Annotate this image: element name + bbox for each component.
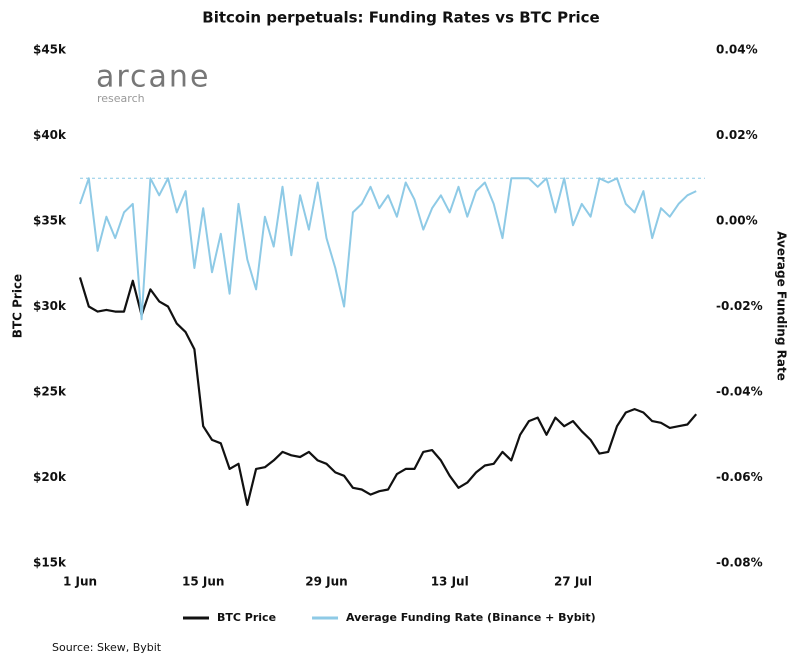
y-tick-label: $15k [33, 556, 67, 570]
legend-label: BTC Price [217, 611, 276, 624]
series-line [79, 177, 697, 321]
y-tick-label: $20k [33, 470, 67, 484]
y-tick-label: $25k [33, 385, 67, 399]
chart-title: Bitcoin perpetuals: Funding Rates vs BTC… [202, 9, 599, 27]
y2-tick-label: 0.04% [716, 43, 758, 57]
logo-tagline: research [97, 92, 145, 105]
y2-tick-label: -0.02% [716, 299, 763, 313]
legend-label: Average Funding Rate (Binance + Bybit) [346, 611, 596, 624]
logo-name: arcane [96, 60, 210, 95]
y-tick-label: $40k [33, 128, 67, 142]
y-tick-label: $30k [33, 299, 67, 313]
x-tick-label: 15 Jun [182, 575, 224, 589]
y-tick-label: $45k [33, 43, 67, 57]
y-axis-label: BTC Price [11, 274, 25, 338]
y2-tick-label: -0.08% [716, 556, 763, 570]
y-tick-label: $35k [33, 214, 67, 228]
x-tick-label: 1 Jun [63, 575, 97, 589]
x-tick-label: 29 Jun [305, 575, 347, 589]
y2-tick-label: 0.00% [716, 214, 758, 228]
y2-tick-label: -0.04% [716, 385, 763, 399]
y2-tick-label: -0.06% [716, 470, 763, 484]
y2-axis-label: Average Funding Rate [775, 231, 789, 381]
y2-tick-label: 0.02% [716, 128, 758, 142]
x-tick-label: 27 Jul [554, 575, 592, 589]
series-line [78, 277, 698, 506]
source: Source: Skew, Bybit [52, 641, 162, 654]
x-tick-label: 13 Jul [431, 575, 469, 589]
